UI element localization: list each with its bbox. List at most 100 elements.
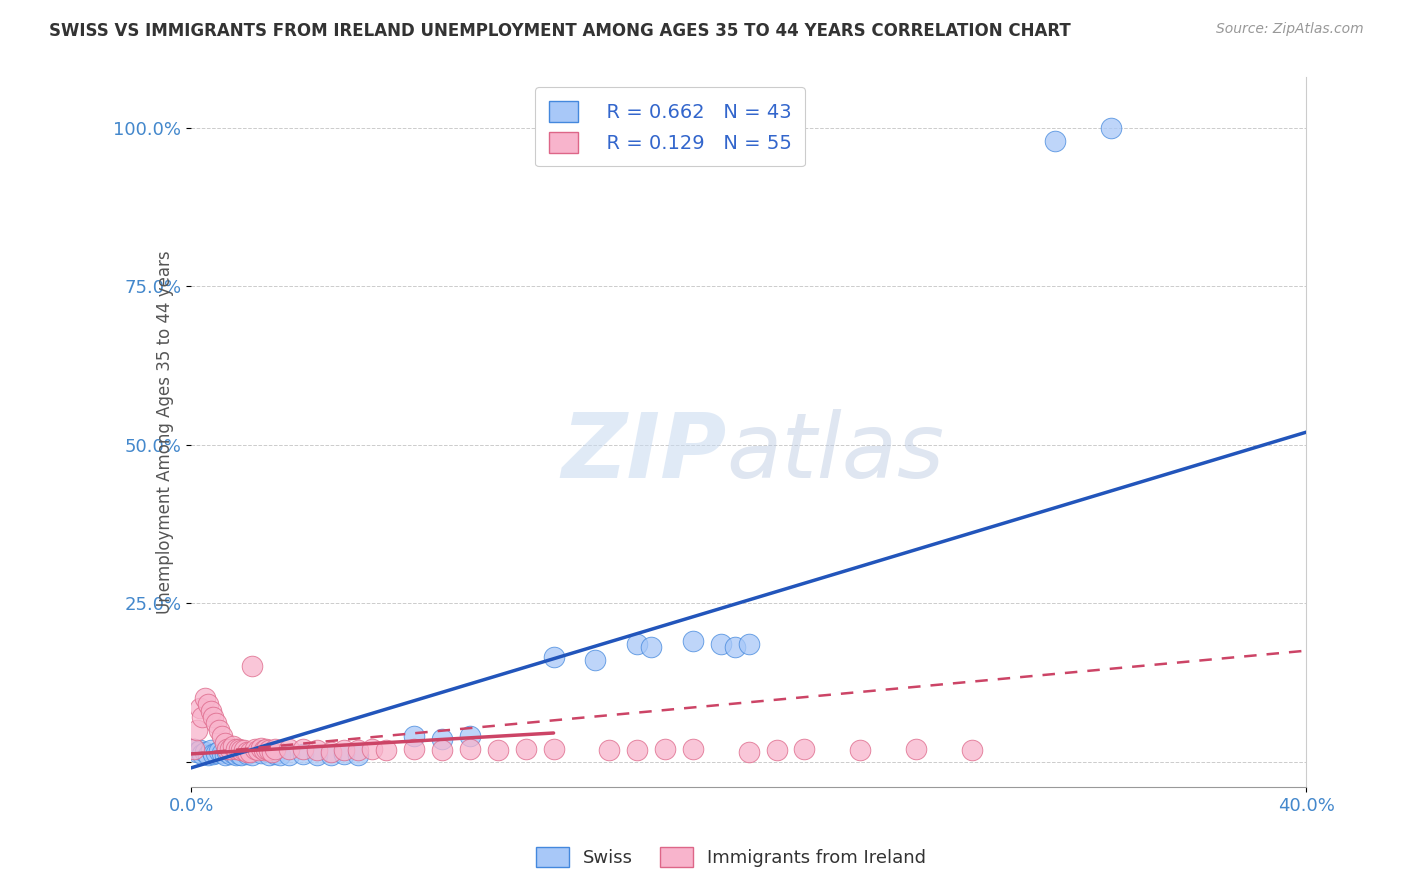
Point (254, 742, 277, 756)
Point (598, 743, 620, 757)
Point (197, 748, 219, 763)
Point (211, 746, 233, 760)
Legend: Swiss, Immigrants from Ireland: Swiss, Immigrants from Ireland (529, 839, 934, 874)
Point (347, 743, 370, 757)
Point (430, 743, 453, 757)
Point (543, 742, 565, 756)
Point (183, 742, 205, 756)
Point (253, 743, 276, 757)
Point (239, 745, 262, 759)
Point (219, 747, 242, 761)
Point (682, 634, 704, 648)
Point (242, 748, 264, 763)
Point (250, 740, 273, 755)
Point (205, 746, 228, 760)
Point (222, 746, 245, 760)
Point (263, 742, 285, 756)
Point (191, 710, 214, 724)
Point (640, 640, 662, 655)
Point (724, 640, 747, 655)
Text: Source: ZipAtlas.com: Source: ZipAtlas.com (1216, 22, 1364, 37)
Point (277, 742, 299, 756)
Point (257, 748, 280, 763)
Point (319, 748, 342, 763)
Point (543, 650, 565, 665)
Point (333, 747, 356, 761)
Point (214, 735, 236, 749)
Point (186, 723, 208, 737)
Point (305, 748, 328, 763)
Point (228, 742, 250, 756)
Point (208, 723, 231, 737)
Point (250, 746, 273, 760)
Point (228, 747, 250, 761)
Point (225, 742, 247, 756)
Point (626, 637, 648, 651)
Point (211, 729, 233, 743)
Point (404, 742, 426, 756)
Point (404, 729, 426, 743)
Point (217, 742, 239, 756)
Point (225, 748, 247, 763)
Point (361, 742, 384, 756)
Point (202, 747, 225, 761)
Point (738, 637, 761, 651)
Point (583, 653, 606, 667)
Point (222, 739, 245, 753)
Point (960, 743, 983, 757)
Point (236, 747, 259, 761)
Point (1045, 134, 1067, 148)
Text: ZIP: ZIP (561, 409, 727, 498)
Point (654, 742, 676, 756)
Point (347, 748, 370, 763)
Point (430, 732, 453, 747)
Point (458, 742, 481, 756)
Y-axis label: Unemployment Among Ages 35 to 44 years: Unemployment Among Ages 35 to 44 years (156, 251, 174, 614)
Point (905, 742, 928, 756)
Point (333, 743, 356, 757)
Point (202, 710, 225, 724)
Point (231, 743, 253, 757)
Point (765, 743, 787, 757)
Point (183, 742, 205, 756)
Point (486, 743, 509, 757)
Point (738, 745, 761, 759)
Point (319, 745, 342, 759)
Point (849, 743, 872, 757)
Point (197, 698, 219, 712)
Point (208, 744, 231, 758)
Point (217, 745, 239, 759)
Point (260, 745, 283, 759)
Point (682, 742, 704, 756)
Point (291, 742, 314, 756)
Point (245, 742, 267, 756)
Point (219, 742, 242, 756)
Point (257, 743, 280, 757)
Point (263, 747, 285, 761)
Point (277, 748, 299, 763)
Point (710, 637, 733, 651)
Point (458, 729, 481, 743)
Point (515, 742, 537, 756)
Point (200, 704, 222, 718)
Point (242, 659, 264, 673)
Text: atlas: atlas (727, 409, 945, 498)
Point (200, 743, 222, 757)
Point (375, 743, 398, 757)
Point (188, 743, 211, 757)
Point (188, 700, 211, 714)
Point (233, 743, 256, 757)
Point (793, 742, 815, 756)
Legend:   R = 0.662   N = 43,   R = 0.129   N = 55: R = 0.662 N = 43, R = 0.129 N = 55 (536, 87, 806, 167)
Point (236, 745, 259, 759)
Point (247, 743, 270, 757)
Point (291, 747, 314, 761)
Point (194, 691, 217, 706)
Point (305, 743, 328, 757)
Point (194, 745, 217, 759)
Point (626, 743, 648, 757)
Point (231, 748, 253, 763)
Point (191, 747, 214, 761)
Point (214, 748, 236, 763)
Text: SWISS VS IMMIGRANTS FROM IRELAND UNEMPLOYMENT AMONG AGES 35 TO 44 YEARS CORRELAT: SWISS VS IMMIGRANTS FROM IRELAND UNEMPLO… (49, 22, 1071, 40)
